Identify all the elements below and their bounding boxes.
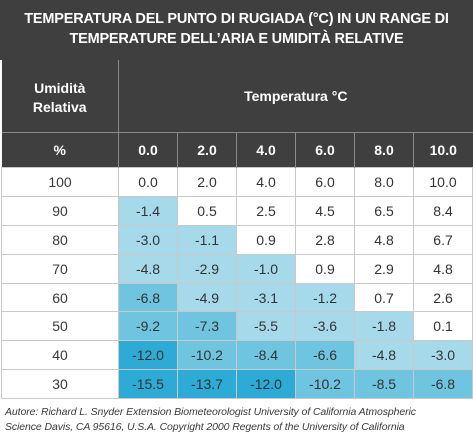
humidity-cell: 80 [1,224,119,255]
title-line-1: TEMPERATURA DEL PUNTO DI RUGIADA (°C) IN… [24,11,449,27]
dew-point-cell: 6.0 [295,167,355,197]
dew-point-cell: -15.5 [118,369,178,400]
rh-unit-header: % [1,132,119,168]
dew-point-cell: 4.8 [354,224,414,255]
dew-point-cell: 6.5 [354,195,414,226]
table-row: 80 -3.0 -1.1 0.9 2.8 4.8 6.7 [1,224,473,255]
humidity-cell: 70 [1,253,119,284]
dew-point-cell: 6.7 [412,224,473,255]
humidity-cell: 40 [1,340,119,371]
dew-point-cell: -6.8 [412,369,473,400]
temperature-column-header: 8.0 [354,132,414,168]
dew-point-cell: -6.6 [295,340,355,371]
dew-point-cell: -1.2 [295,282,355,313]
dew-point-cell: -5.5 [236,311,296,342]
dew-point-cell: -13.7 [177,369,237,400]
dew-point-cell: 10.0 [412,167,473,197]
header-row-top: Umidità Relativa Temperatura °C [1,60,473,133]
dew-point-cell: 8.0 [354,167,414,197]
dew-point-cell: -7.3 [177,311,237,342]
dew-point-cell: 0.1 [412,311,473,342]
dew-point-cell: -4.8 [118,253,178,284]
dew-point-cell: -9.2 [118,311,178,342]
dew-point-cell: -1.4 [118,195,178,226]
source-credit: Autore: Richard L. Snyder Extension Biom… [5,405,470,435]
table-row: 70 -4.8 -2.9 -1.0 0.9 2.9 4.8 [1,253,473,284]
dew-point-cell: -12.0 [236,369,296,400]
dew-point-cell: 0.5 [177,195,237,226]
dew-point-cell: -2.9 [177,253,237,284]
dew-point-cell: -1.0 [236,253,296,284]
dew-point-cell: 0.9 [236,224,296,255]
dew-point-cell: -12.0 [118,340,178,371]
table-row: 60 -6.8 -4.9 -3.1 -1.2 0.7 2.6 [1,282,473,313]
dew-point-cell: -4.9 [177,282,237,313]
humidity-cell: 90 [1,195,119,226]
table-title: TEMPERATURA DEL PUNTO DI RUGIADA (°C) IN… [0,0,473,60]
table-row: 100 0.0 2.0 4.0 6.0 8.0 10.0 [1,167,473,197]
dew-point-cell: 0.7 [354,282,414,313]
dew-point-cell: 2.9 [354,253,414,284]
credit-line-1: Autore: Richard L. Snyder Extension Biom… [5,406,416,418]
dew-point-cell: -10.2 [177,340,237,371]
dew-point-cell: 2.0 [177,167,237,197]
temperature-column-header: 0.0 [118,132,178,168]
dew-point-cell: 4.0 [236,167,296,197]
rh-label-line-1: Umidità [34,79,86,96]
dew-point-cell: -3.0 [412,340,473,371]
temperature-column-header: 2.0 [177,132,237,168]
table-row: 50 -9.2 -7.3 -5.5 -3.6 -1.8 0.1 [1,311,473,342]
temperature-column-header: 6.0 [295,132,355,168]
dew-point-cell: -8.4 [236,340,296,371]
dew-point-cell: 0.9 [295,253,355,284]
credit-line-2: Science Davis, CA 95616, U.S.A. Copyrigh… [5,421,405,433]
dew-point-cell: 2.8 [295,224,355,255]
dew-point-cell: -3.6 [295,311,355,342]
dew-point-cell: -10.2 [295,369,355,400]
table-row: 30 -15.5 -13.7 -12.0 -10.2 -8.5 -6.8 [1,369,473,400]
relative-humidity-header: Umidità Relativa [1,60,119,133]
dew-point-cell: -4.8 [354,340,414,371]
dew-point-cell: -8.5 [354,369,414,400]
dew-point-cell: 4.8 [412,253,473,284]
humidity-cell: 100 [1,167,119,197]
dew-point-cell: -1.1 [177,224,237,255]
dew-point-cell: 4.5 [295,195,355,226]
dew-point-cell: -3.1 [236,282,296,313]
humidity-cell: 60 [1,282,119,313]
dew-point-cell: 2.5 [236,195,296,226]
header-row-temperatures: % 0.0 2.0 4.0 6.0 8.0 10.0 [1,132,473,168]
rh-label-line-2: Relativa [32,98,87,115]
table-row: 40 -12.0 -10.2 -8.4 -6.6 -4.8 -3.0 [1,340,473,371]
temperature-column-header: 10.0 [413,132,473,168]
dew-point-cell: 2.6 [412,282,473,313]
humidity-cell: 30 [1,369,119,400]
table-body: 100 0.0 2.0 4.0 6.0 8.0 10.0 90 -1.4 0.5 2.5 4.5 6.5… [1,167,473,400]
dew-point-cell: 0.0 [118,167,178,197]
table-row: 90 -1.4 0.5 2.5 4.5 6.5 8.4 [1,195,473,226]
title-line-2: TEMPERATURE DELL’ARIA E UMIDITÀ RELATIVE [69,31,404,47]
temperature-column-header: 4.0 [236,132,296,168]
humidity-cell: 50 [1,311,119,342]
dew-point-cell: -1.8 [354,311,414,342]
dew-point-cell: 8.4 [412,195,473,226]
dew-point-cell: -6.8 [118,282,178,313]
dew-point-table: Umidità Relativa Temperatura °C % 0.0 2.0… [1,60,473,400]
temperature-header: Temperatura °C [118,60,473,133]
dew-point-cell: -3.0 [118,224,178,255]
